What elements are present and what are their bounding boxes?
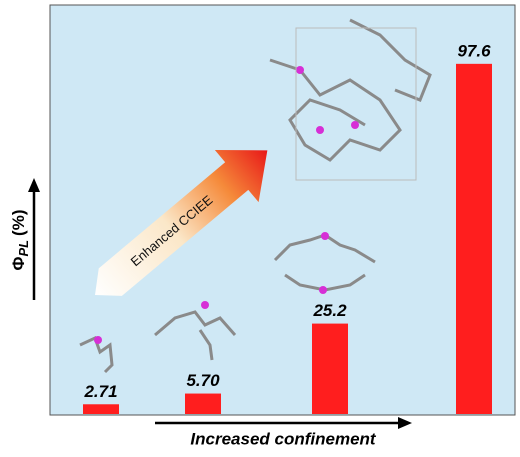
value-label: 5.70 [186,371,220,390]
value-label: 97.6 [457,41,491,60]
x-arrow-head [398,417,412,429]
bar [185,393,221,414]
bar [312,323,348,414]
plot-panel [49,4,516,416]
metal-atoms [94,66,359,344]
axis-arrows [32,190,400,425]
y-label-subscript: PL [16,240,31,257]
y-label-unit: (%) [9,209,28,235]
y-axis-label: ΦPL (%) [9,209,31,270]
bar [456,63,492,415]
bar [83,404,119,414]
unit-cell [295,27,417,181]
value-label: 25.2 [312,301,347,320]
y-label-symbol: Φ [9,257,28,271]
value-label: 2.71 [83,382,117,401]
x-axis-label: Increased confinement [190,429,377,448]
y-arrow-head [28,178,40,192]
